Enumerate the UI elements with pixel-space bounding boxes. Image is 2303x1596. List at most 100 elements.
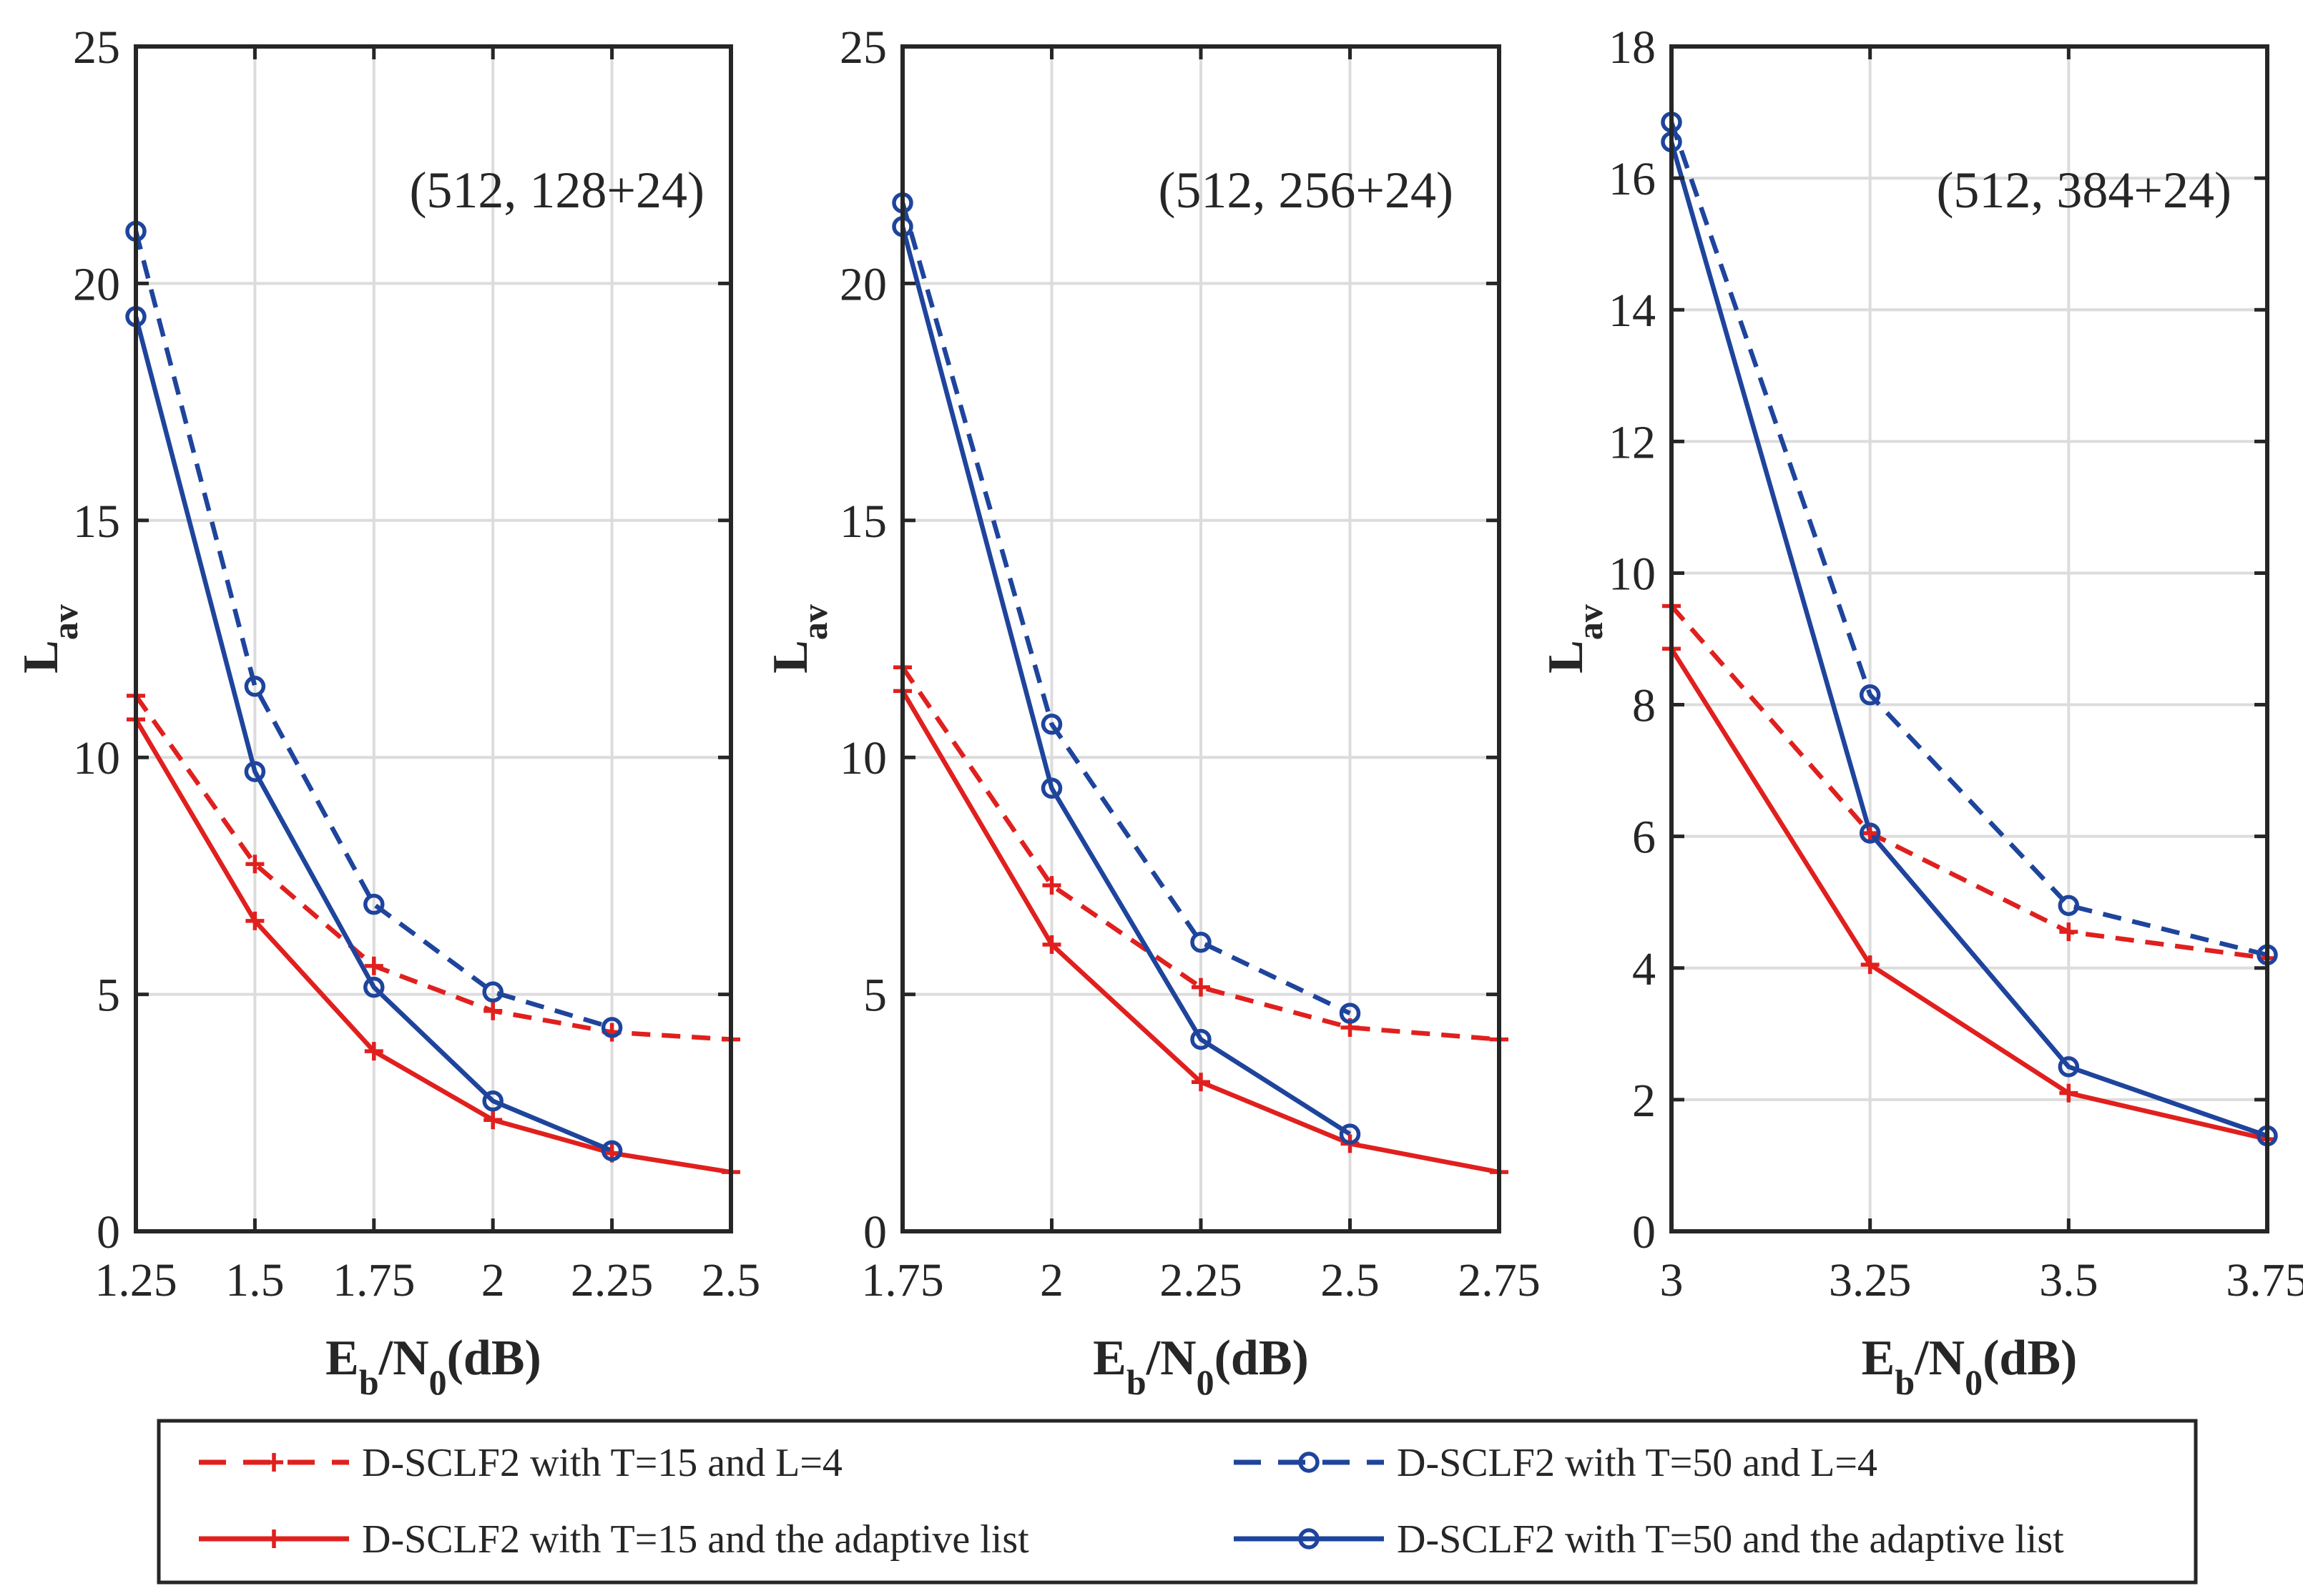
y-tick-label: 10 [73,732,120,784]
x-axis-label-mid: /N [1146,1331,1197,1386]
legend-item-2: D-SCLF2 with T=50 and L=4 [1234,1441,1877,1485]
y-tick-label: 15 [840,496,887,548]
series-line-2 [134,718,732,1175]
data-point-s3-2 [244,676,266,697]
data-point-s2-3 [2059,1083,2078,1103]
data-point-s2-3 [364,1042,383,1061]
x-axis-label-main: E [325,1331,359,1386]
data-point-s4-2 [1859,822,1881,844]
data-point-s4-5 [601,1140,623,1162]
x-tick-label: 3 [1660,1254,1684,1306]
y-axis-label: Lav [763,604,835,674]
x-tick-label: 2 [1040,1254,1064,1306]
panel-1: 1.25 1.5 1.75 2 2.25 2.5 0 5 10 15 20 25 (512, 128+2… [14,21,760,1402]
data-point-s1-3 [2059,922,2078,942]
y-tick-label: 25 [73,21,120,74]
y-tick-label: 8 [1632,680,1656,732]
y-axis-label-sub: av [1570,604,1610,640]
y-tick-label: 16 [1609,153,1656,205]
data-point-s1-2 [1042,876,1061,895]
y-axis-label-main: L [1538,640,1594,674]
data-point-s3-4 [1339,1003,1361,1024]
legend-label: D-SCLF2 with T=50 and L=4 [1397,1441,1877,1485]
y-axis-label-sub: av [45,604,85,640]
legend-marker [1298,1528,1320,1550]
y-axis-label: Lav [1538,604,1610,674]
x-tick-label: 3.25 [1829,1254,1912,1306]
data-point-s3-2 [1041,714,1063,735]
panel-annotation: (512, 384+24) [1936,162,2231,219]
x-axis-label-main: E [1862,1331,1895,1386]
data-point-s2-4 [483,1110,503,1130]
x-axis-label: Eb/N0(dB) [1093,1331,1309,1402]
legend-marker [265,1530,283,1548]
series-line-4 [133,315,613,1153]
x-axis-label-sub2: 0 [1965,1362,1983,1402]
y-axis-label-sub: av [795,604,835,640]
x-axis-label-tail: (dB) [1214,1331,1309,1386]
x-tick-label: 2.25 [1159,1254,1242,1306]
data-point-s3-3 [2058,895,2080,917]
x-axis-label: Eb/N0(dB) [1862,1331,2078,1402]
x-tick-label: 1.75 [861,1254,944,1306]
x-tick-label: 2.5 [702,1254,761,1306]
x-tick-label: 1.75 [333,1254,416,1306]
y-tick-label: 20 [840,258,887,310]
series-line-1 [134,694,732,1042]
data-point-s3-2 [1859,684,1881,706]
y-tick-label: 20 [73,258,120,310]
y-tick-label: 18 [1609,21,1656,74]
x-axis-label-main: E [1093,1331,1126,1386]
panel-2: 1.75 2 2.25 2.5 2.75 0 5 10 15 20 25 (512, 256+24) E… [763,21,1541,1402]
data-point-s3-3 [1190,931,1212,953]
data-point-s2-2 [1860,955,1880,975]
panel-annotation: (512, 128+24) [409,162,704,219]
y-tick-label: 12 [1609,416,1656,468]
x-tick-label: 3.75 [2226,1254,2303,1306]
x-tick-label: 2.5 [1320,1254,1380,1306]
legend-item-4: D-SCLF2 with T=50 and the adaptive list [1234,1517,2064,1562]
series-line-3 [1669,121,2268,957]
data-point-s3-3 [363,893,385,915]
series-line-3 [133,230,613,1030]
legend-label: D-SCLF2 with T=15 and the adaptive list [362,1517,1029,1562]
x-axis-label-mid: /N [378,1331,429,1386]
x-axis-label-sub2: 0 [1197,1362,1214,1402]
x-axis-label-sub1: b [1895,1362,1915,1402]
data-point-s1-2 [245,854,265,874]
y-axis-label-main: L [14,640,69,674]
y-axis-label: Lav [14,604,85,674]
x-tick-label: 1.25 [94,1254,177,1306]
axes-frame [1669,44,2269,1233]
legend-item-3: D-SCLF2 with T=15 and the adaptive list [199,1517,1029,1562]
x-tick-label: 2.25 [571,1254,654,1306]
y-tick-label: 14 [1609,285,1656,337]
y-tick-label: 15 [73,496,120,548]
legend-item-1: D-SCLF2 with T=15 and L=4 [199,1441,843,1485]
x-tick-label: 2.75 [1458,1254,1541,1306]
x-axis-label-tail: (dB) [1983,1331,2077,1386]
x-tick-label: 2 [481,1254,505,1306]
x-tick-label: 3.5 [2039,1254,2098,1306]
x-axis-label-sub2: 0 [429,1362,447,1402]
data-point-s1-3 [364,956,383,975]
y-tick-label: 6 [1632,812,1656,864]
axes-frame [134,44,733,1233]
legend: D-SCLF2 with T=15 and L=4 D-SCLF2 with T=… [157,1419,2198,1585]
series-line-4 [1669,141,2269,1138]
legend-marker [1298,1452,1320,1473]
panel-3: 3 3.25 3.5 3.75 0 2 4 6 8 10 12 14 16 18 (512, 384+24)… [1538,21,2303,1402]
y-tick-label: 10 [1609,548,1656,600]
legend-frame [157,1419,2198,1585]
data-point-s3-5 [601,1017,623,1038]
y-tick-label: 0 [1632,1206,1656,1258]
y-tick-label: 0 [97,1206,120,1258]
x-axis-label-sub1: b [1126,1362,1146,1402]
y-tick-label: 25 [840,21,887,74]
y-tick-label: 5 [863,970,887,1022]
panel-annotation: (512, 256+24) [1158,162,1453,219]
data-point-s2-3 [1192,1073,1210,1092]
y-tick-label: 0 [863,1206,887,1258]
data-point-s4-4 [1339,1123,1361,1145]
